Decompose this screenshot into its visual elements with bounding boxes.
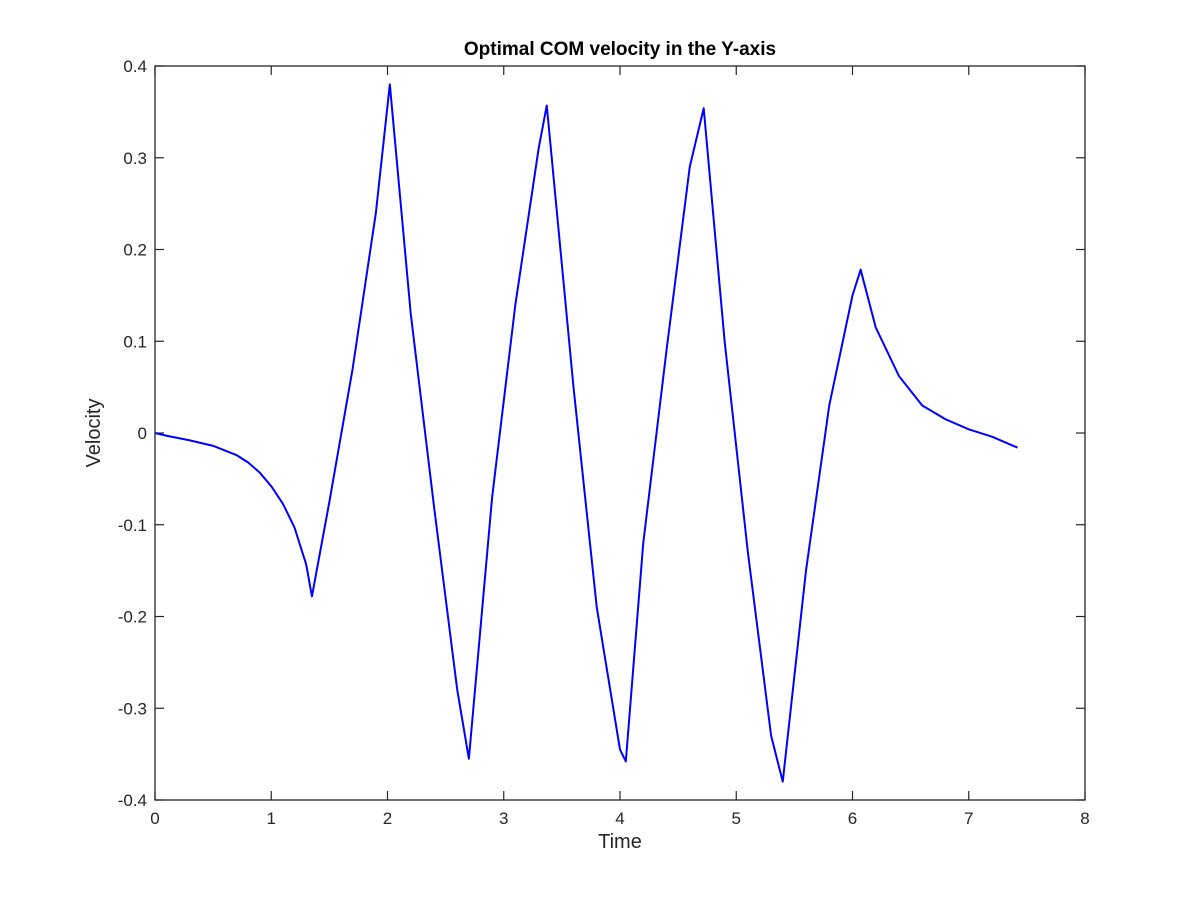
y-tick-label: 0.4 — [123, 57, 147, 76]
x-tick-label: 2 — [383, 809, 392, 828]
x-axis-label: Time — [598, 831, 642, 853]
y-tick-label: 0.1 — [123, 332, 147, 351]
x-tick-label: 8 — [1080, 809, 1089, 828]
plot-series — [154, 83, 1018, 783]
y-tick-label: 0 — [138, 424, 147, 443]
y-tick-label: -0.3 — [118, 699, 147, 718]
y-axis-label: Velocity — [83, 399, 105, 468]
series-line — [154, 83, 1018, 783]
x-tick-label: 0 — [150, 809, 159, 828]
x-tick-label: 5 — [732, 809, 741, 828]
y-tick-label: 0.2 — [123, 241, 147, 260]
plot-frame — [154, 65, 1086, 801]
y-tick-label: -0.1 — [118, 516, 147, 535]
axis-ticks: 0 1 2 3 4 5 6 7 8 0.4 0.3 0.2 0.1 0 -0.1 -0.2 -0.3 -0.4 — [118, 57, 1090, 828]
y-tick-label: 0.3 — [123, 149, 147, 168]
x-tick-label: 4 — [615, 809, 624, 828]
y-tick-label: -0.2 — [118, 608, 147, 627]
chart-title: Optimal COM velocity in the Y-axis — [464, 39, 776, 60]
x-tick-label: 6 — [848, 809, 857, 828]
y-tick-label: -0.4 — [118, 791, 147, 810]
x-tick-label: 7 — [964, 809, 973, 828]
x-tick-label: 1 — [267, 809, 276, 828]
x-tick-label: 3 — [499, 809, 508, 828]
